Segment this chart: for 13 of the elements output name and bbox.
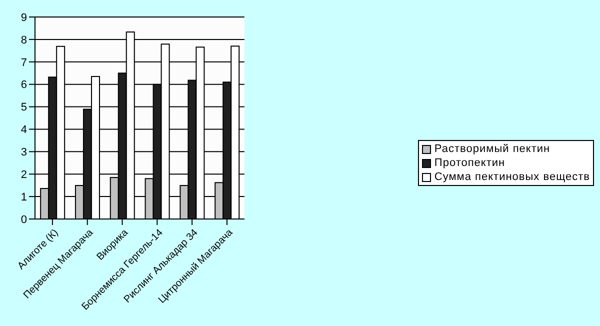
y-tick-label: 4: [20, 124, 27, 136]
y-tick-label: 6: [20, 79, 27, 92]
y-tick-label: 5: [20, 102, 27, 114]
y-tick-label: 9: [20, 12, 27, 24]
y-tick-label: 3: [20, 146, 27, 159]
y-tick-label: 2: [20, 169, 27, 182]
y-tick-label: 0: [20, 214, 27, 226]
legend-label: Сумма пектиновых веществ: [434, 170, 590, 184]
legend-label: Протопектин: [434, 156, 506, 170]
y-tick-label: 8: [20, 34, 27, 46]
y-tick-label: 7: [20, 56, 27, 69]
y-tick-label: 1: [20, 191, 27, 204]
legend-label: Растворимый пектин: [434, 142, 550, 156]
